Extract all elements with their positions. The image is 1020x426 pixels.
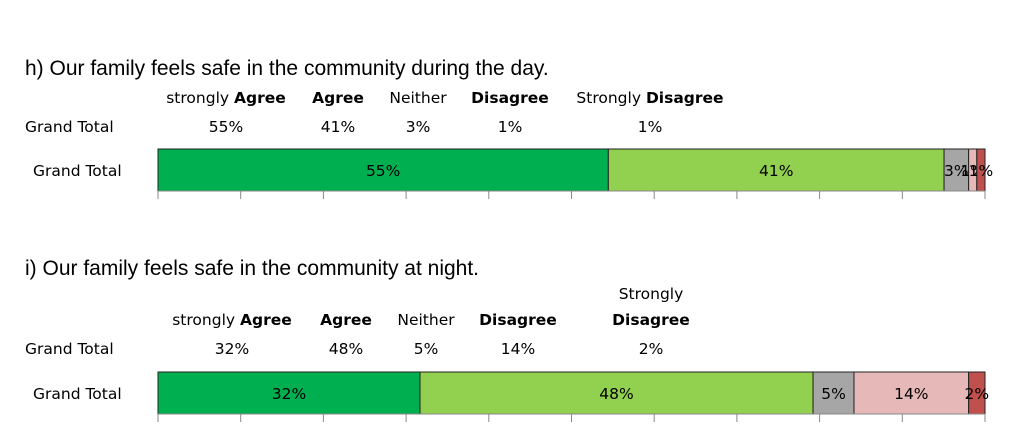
header-label: strongly Agree (172, 311, 292, 329)
table-value: 1% (638, 118, 663, 136)
row-label: Grand Total (33, 385, 122, 403)
table-value: 3% (406, 118, 431, 136)
row-label: Grand Total (33, 162, 122, 180)
data-label: 41% (759, 162, 793, 180)
header-label: Strongly (619, 285, 684, 303)
header-label: Disagree (471, 89, 549, 107)
bar-segment (157, 148, 609, 192)
header-label: Neither (389, 89, 447, 107)
chart-title: h) Our family feels safe in the communit… (25, 57, 549, 80)
data-label: 1% (969, 162, 994, 180)
header-label: Neither (397, 311, 455, 329)
bar-segment (853, 371, 970, 415)
header-label: Disagree (479, 311, 557, 329)
table-value: 41% (321, 118, 355, 136)
header-label: Strongly Disagree (576, 89, 723, 107)
data-label: 5% (821, 385, 846, 403)
data-label: 48% (599, 385, 633, 403)
bar-segment (419, 371, 814, 415)
data-label: 55% (366, 162, 400, 180)
data-label: 2% (965, 385, 990, 403)
bar-segment (607, 148, 945, 192)
data-label: 32% (272, 385, 306, 403)
header-label: Agree (320, 311, 372, 329)
data-label: 14% (894, 385, 928, 403)
table-value: 1% (498, 118, 523, 136)
table-value: 48% (329, 340, 363, 358)
header-label: Disagree (612, 311, 690, 329)
chart-title: i) Our family feels safe in the communit… (25, 257, 479, 280)
data-label: 3% (944, 162, 969, 180)
table-row-label: Grand Total (25, 118, 114, 136)
table-value: 32% (215, 340, 249, 358)
chart-1: h) Our family feels safe in the communit… (25, 57, 993, 199)
chart-2: i) Our family feels safe in the communit… (25, 257, 989, 422)
header-label: strongly Agree (166, 89, 286, 107)
table-value: 55% (209, 118, 243, 136)
table-value: 2% (639, 340, 664, 358)
header-label: Agree (312, 89, 364, 107)
table-row-label: Grand Total (25, 340, 114, 358)
bar-segment (157, 371, 421, 415)
table-value: 14% (501, 340, 535, 358)
table-value: 5% (414, 340, 439, 358)
